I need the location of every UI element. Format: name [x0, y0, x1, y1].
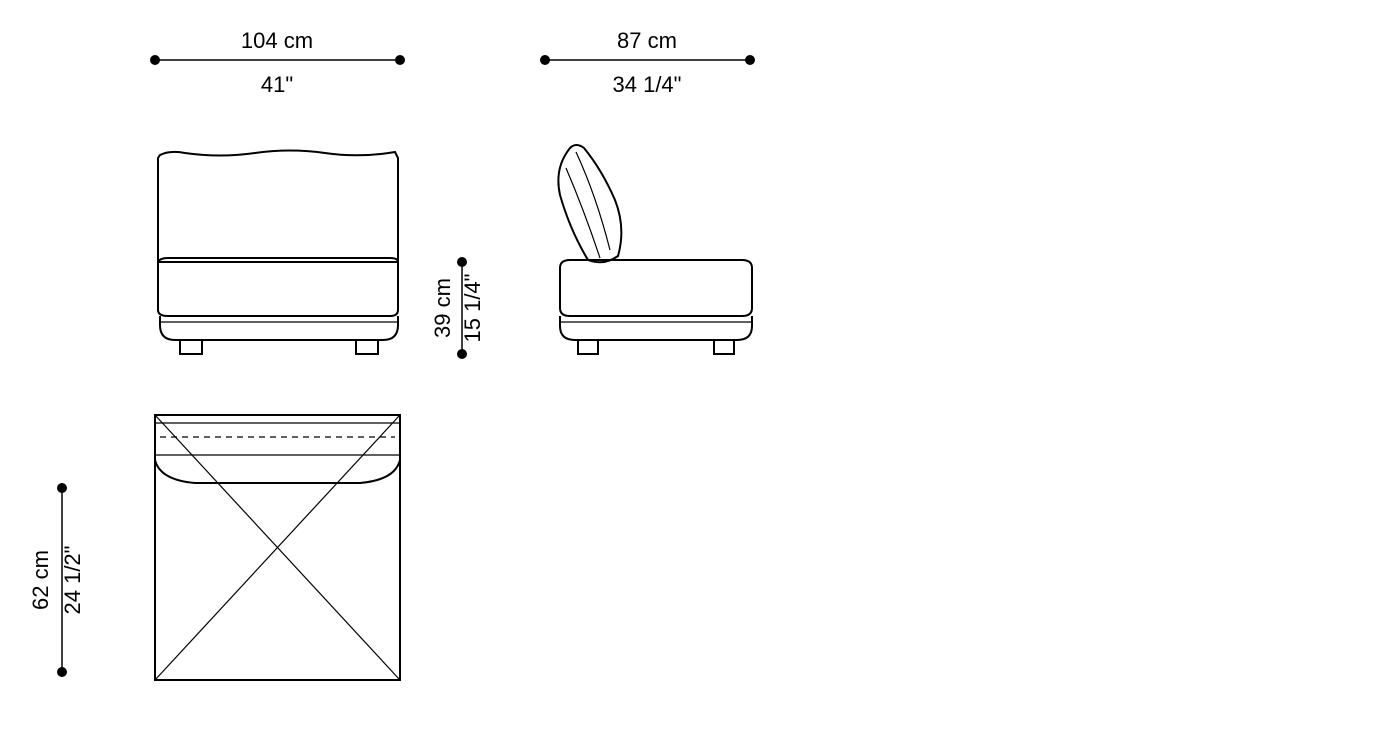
dim-depth-side: 87 cm 34 1/4": [540, 28, 755, 97]
front-view: [158, 151, 398, 355]
dim-seat-height-cm: 39 cm: [430, 278, 455, 338]
side-view: [558, 145, 752, 354]
dim-seat-height: 39 cm 15 1/4": [430, 257, 485, 359]
dim-seat-height-inch: 15 1/4": [460, 274, 485, 343]
dim-depth-side-cm: 87 cm: [617, 28, 677, 53]
dim-width-front: 104 cm 41": [150, 28, 405, 97]
dim-width-front-inch: 41": [261, 72, 293, 97]
dim-width-front-cm: 104 cm: [241, 28, 313, 53]
dim-depth-side-inch: 34 1/4": [613, 72, 682, 97]
dim-plan-height-inch: 24 1/2": [60, 546, 85, 615]
dim-plan-height-cm: 62 cm: [28, 550, 53, 610]
technical-drawing: 104 cm 41" 87 cm 34 1/4": [0, 0, 1400, 730]
dim-plan-height: 62 cm 24 1/2": [28, 483, 85, 677]
plan-view: [155, 415, 400, 680]
